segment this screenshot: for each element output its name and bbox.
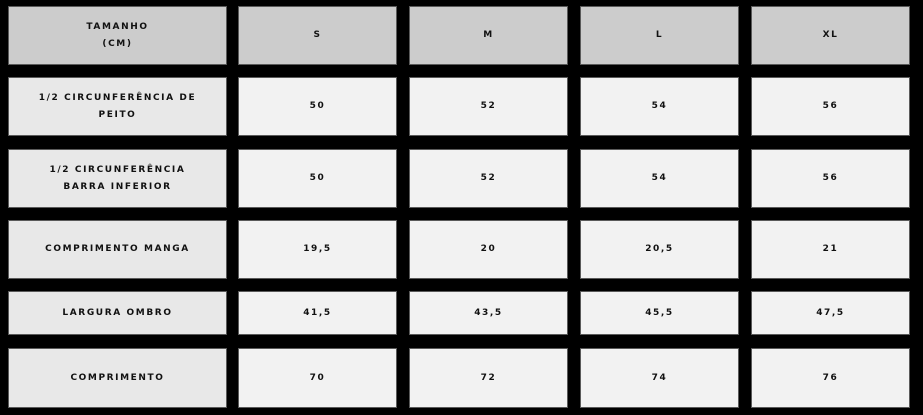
header-cell-size-text: TAMANHO (CM)	[86, 21, 149, 49]
value-cell-text: 45,5	[645, 307, 674, 318]
row-label-text: LARGURA OMBRO	[62, 307, 173, 318]
value-cell-text: 20	[480, 244, 497, 254]
value-cell-text: 76	[822, 372, 839, 383]
row-label: LARGURA OMBRO	[8, 291, 227, 335]
value-cell-text: 74	[651, 372, 668, 383]
value-cell: 72	[409, 348, 568, 408]
value-cell-text: 21	[822, 244, 839, 254]
value-cell: 56	[751, 149, 910, 208]
value-cell: 41,5	[238, 291, 397, 335]
value-cell-text: 47,5	[816, 307, 845, 318]
value-cell: 52	[409, 149, 568, 208]
value-cell: 45,5	[580, 291, 739, 335]
value-cell: 70	[238, 348, 397, 408]
row-label-text: 1/2 CIRCUNFERÊNCIA DE PEITO	[38, 92, 197, 120]
row-label: COMPRIMENTO	[8, 348, 227, 408]
row-label: 1/2 CIRCUNFERÊNCIA BARRA INFERIOR	[8, 149, 227, 208]
value-cell-text: 56	[822, 101, 839, 111]
row-label-text: COMPRIMENTO MANGA	[45, 244, 190, 254]
header-cell-s: S	[238, 6, 397, 65]
value-cell: 43,5	[409, 291, 568, 335]
value-cell-text: 56	[822, 173, 839, 183]
value-cell-text: 54	[651, 173, 668, 183]
header-cell-l-text: L	[655, 30, 664, 40]
value-cell: 52	[409, 77, 568, 136]
value-cell-text: 50	[309, 101, 326, 111]
row-label: COMPRIMENTO MANGA	[8, 220, 227, 279]
row-label-text: 1/2 CIRCUNFERÊNCIA BARRA INFERIOR	[49, 164, 186, 192]
value-cell: 50	[238, 149, 397, 208]
value-cell-text: 72	[480, 372, 497, 383]
value-cell: 19,5	[238, 220, 397, 279]
value-cell-text: 43,5	[474, 307, 503, 318]
value-cell: 50	[238, 77, 397, 136]
value-cell: 56	[751, 77, 910, 136]
value-cell-text: 54	[651, 101, 668, 111]
value-cell: 54	[580, 149, 739, 208]
value-cell-text: 19,5	[303, 244, 332, 254]
value-cell-text: 41,5	[303, 307, 332, 318]
value-cell-text: 20,5	[645, 244, 674, 254]
value-cell: 47,5	[751, 291, 910, 335]
header-cell-m: M	[409, 6, 568, 65]
row-label: 1/2 CIRCUNFERÊNCIA DE PEITO	[8, 77, 227, 136]
value-cell-text: 52	[480, 173, 497, 183]
value-cell: 74	[580, 348, 739, 408]
value-cell-text: 50	[309, 173, 326, 183]
value-cell: 76	[751, 348, 910, 408]
header-cell-l: L	[580, 6, 739, 65]
header-cell-m-text: M	[483, 30, 494, 40]
value-cell: 20	[409, 220, 568, 279]
header-cell-xl: XL	[751, 6, 910, 65]
value-cell: 20,5	[580, 220, 739, 279]
value-cell-text: 52	[480, 101, 497, 111]
value-cell: 54	[580, 77, 739, 136]
header-cell-xl-text: XL	[822, 30, 839, 40]
value-cell-text: 70	[309, 372, 326, 383]
header-cell-s-text: S	[313, 30, 322, 40]
value-cell: 21	[751, 220, 910, 279]
header-cell-size: TAMANHO (CM)	[8, 6, 227, 65]
row-label-text: COMPRIMENTO	[70, 372, 165, 383]
